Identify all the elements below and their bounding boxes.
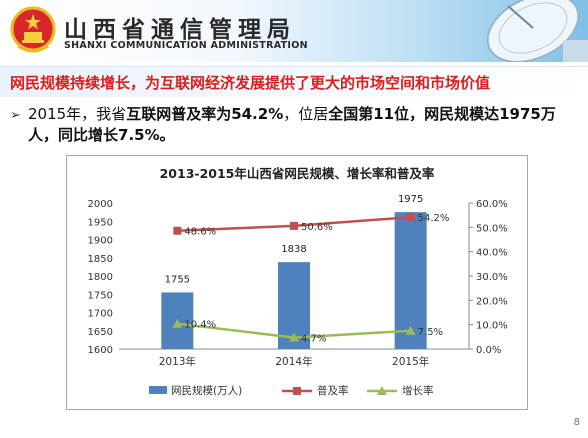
y-tick-label-right: 60.0%: [476, 199, 508, 210]
x-tick-label: 2013年: [159, 355, 196, 368]
chart-axes: 1600 1650 1700 1750 1800 1850 1900 1950 2000 0.0%…: [88, 199, 508, 368]
growth-value-label: 10.4%: [184, 320, 216, 331]
y-tick-label-right: 0.0%: [476, 345, 501, 356]
penetration-value-label: 48.6%: [184, 227, 216, 238]
y-tick-label-left: 1900: [88, 236, 113, 247]
chart-frame: 2013-2015年山西省网民规模、增长率和普及率 1600 1650 1700 17…: [66, 155, 528, 410]
growth-value-label: 4.7%: [301, 334, 326, 345]
bar-value-label: 1975: [398, 194, 423, 205]
growth-marker: [289, 332, 299, 342]
y-tick-label-right: 10.0%: [476, 321, 508, 332]
penetration-marker: [173, 226, 182, 235]
page-number: 8: [573, 417, 580, 428]
y-tick-label-left: 1750: [88, 290, 113, 301]
bullet-part-2: ，位居: [283, 105, 329, 123]
header-banner: 山西省通信管理局 SHANXI COMMUNICATION ADMINISTRA…: [0, 0, 588, 62]
y-tick-label-right: 30.0%: [476, 272, 508, 283]
bullet-bold-1: 互联网普及率为54.2%: [126, 105, 284, 123]
org-name-cn: 山西省通信管理局: [64, 17, 296, 43]
legend-marker-growth: [377, 386, 387, 395]
y-tick-label-right: 20.0%: [476, 296, 508, 307]
penetration-value-label: 54.2%: [418, 213, 450, 224]
y-tick-label-left: 1850: [88, 254, 113, 265]
legend-marker-penetration: [293, 387, 301, 395]
penetration-marker: [290, 221, 298, 230]
penetration-marker: [406, 213, 415, 222]
x-tick-label: 2014年: [275, 355, 312, 368]
legend-label: 网民规模(万人): [171, 384, 242, 397]
growth-marker: [172, 318, 183, 328]
chart-legend: 网民规模(万人) 普及率 增长率: [149, 384, 434, 397]
combo-chart: 2013-2015年山西省网民规模、增长率和普及率 1600 1650 1700 17…: [88, 166, 508, 397]
growth-value-label: 7.5%: [418, 327, 443, 338]
headline-bar: [0, 66, 588, 97]
y-tick-label-left: 1700: [88, 309, 113, 320]
x-tick-label: 2015年: [392, 355, 429, 368]
legend-label: 普及率: [317, 384, 349, 397]
line-series: 48.6% 50.6% 54.2% 10.4% 4.7% 7.5%: [172, 213, 450, 345]
y-tick-label-left: 1600: [88, 345, 113, 356]
bullet-bold-2: 全国第11位，网民规模达1975万人，同比增长7.5%。: [28, 105, 556, 144]
bar-value-label: 1838: [281, 244, 306, 255]
y-tick-label-right: 50.0%: [476, 223, 508, 234]
legend-swatch-bar: [149, 386, 167, 394]
y-tick-label-left: 1650: [88, 327, 113, 338]
bullet-arrow-icon: ➢: [10, 108, 21, 123]
org-name-en: SHANXI COMMUNICATION ADMINISTRATION: [64, 40, 308, 51]
y-tick-label-left: 2000: [88, 199, 113, 210]
chart-title: 2013-2015年山西省网民规模、增长率和普及率: [160, 166, 435, 181]
national-emblem-icon: [10, 6, 56, 53]
y-tick-label-left: 1950: [88, 217, 113, 228]
bullet-part-1: 2015年，我省: [28, 105, 127, 123]
bar-value-label: 1755: [165, 274, 190, 285]
penetration-value-label: 50.6%: [301, 222, 333, 233]
satellite-dish-icon: [486, 0, 588, 62]
y-tick-label-left: 1800: [88, 272, 113, 283]
bullet-text: 2015年，我省互联网普及率为54.2%，位居全国第11位，网民规模达1975万…: [28, 104, 568, 146]
bar-series: 1755 1838 1975: [161, 194, 427, 349]
growth-marker: [405, 325, 416, 335]
legend-label: 增长率: [402, 384, 434, 397]
slide-headline: 网民规模持续增长，为互联网经济发展提供了更大的市场空间和市场价值: [10, 74, 491, 92]
y-tick-label-right: 40.0%: [476, 248, 508, 259]
